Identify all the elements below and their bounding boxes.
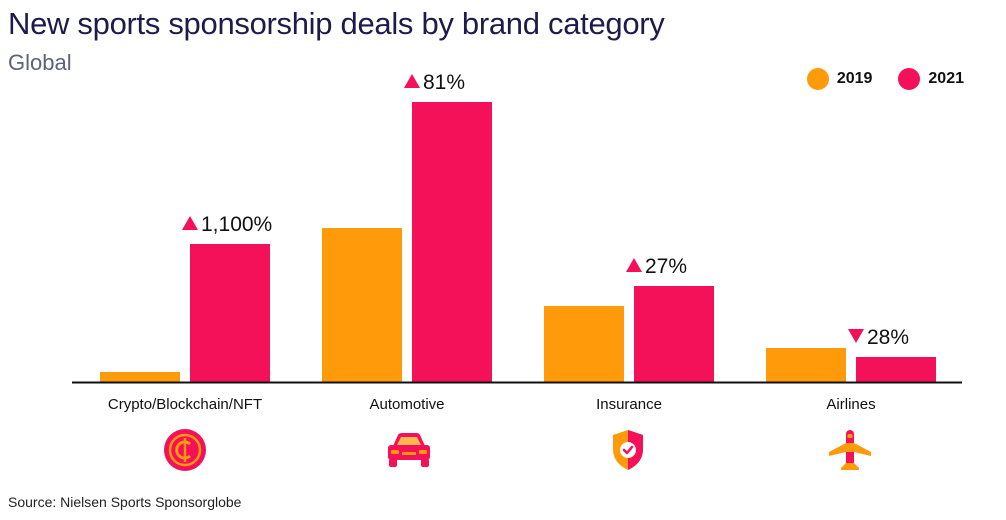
bar-2019-2 [544, 306, 624, 382]
legend-label-2021: 2021 [928, 70, 964, 87]
bar-2021-1 [412, 102, 492, 382]
change-arrow-down-3 [848, 329, 864, 343]
chart-title: New sports sponsorship deals by brand ca… [8, 6, 665, 41]
bar-2019-1 [322, 228, 402, 382]
change-label-0: 1,100% [182, 213, 272, 236]
legend-swatch-2019 [806, 68, 829, 90]
change-label-1: 81% [404, 71, 465, 94]
change-value-2: 27% [645, 255, 687, 278]
legend-label-2019: 2019 [836, 70, 873, 87]
category-label-0: Crypto/Blockchain/NFT [108, 396, 262, 413]
source-note: Source: Nielsen Sports Sponsorglobe [8, 494, 242, 510]
change-arrow-up-1 [404, 74, 420, 88]
change-label-3: 28% [848, 326, 909, 349]
bar-2021-0 [190, 244, 270, 382]
bar-chart: Crypto/Blockchain/NFT 1,100% Automotive 81%… [72, 71, 962, 413]
change-value-1: 81% [423, 71, 465, 94]
legend-item-2019: 2019 [806, 68, 873, 90]
change-value-3: 28% [867, 326, 909, 349]
bar-2019-0 [100, 372, 180, 382]
change-arrow-up-0 [182, 216, 198, 230]
category-label-3: Airlines [826, 396, 875, 413]
bar-2021-3 [856, 357, 936, 382]
bar-2021-2 [634, 286, 714, 382]
legend-item-2021: 2021 [898, 68, 964, 90]
change-value-0: 1,100% [201, 213, 272, 236]
category-label-1: Automotive [369, 396, 444, 413]
change-label-2: 27% [626, 255, 687, 278]
category-label-2: Insurance [596, 396, 662, 413]
change-arrow-up-2 [626, 258, 642, 272]
bar-2019-3 [766, 348, 846, 382]
legend: 2019 2021 [806, 68, 964, 90]
legend-swatch-2021 [898, 68, 921, 90]
chart-subtitle: Global [8, 50, 72, 75]
